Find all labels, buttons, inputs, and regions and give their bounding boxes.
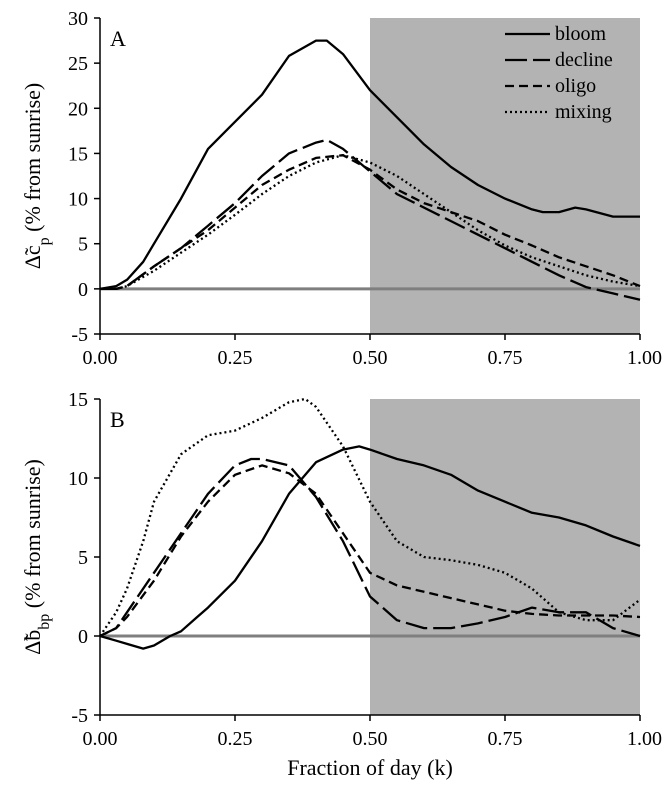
legend-label-decline: decline xyxy=(555,49,613,71)
x-tick-label: 0.25 xyxy=(218,347,253,369)
y-tick-label: -5 xyxy=(71,705,88,727)
series-line-decline xyxy=(99,457,641,638)
x-tick-label: 0.00 xyxy=(83,347,118,369)
legend-label-mixing: mixing xyxy=(555,101,612,123)
y-tick-label: 30 xyxy=(68,8,88,30)
panel-label: A xyxy=(110,26,126,51)
y-tick-label: -5 xyxy=(71,324,88,346)
series-line-mixing xyxy=(100,154,641,291)
x-axis-label: Fraction of day (k) xyxy=(287,755,453,780)
y-tick-label: 5 xyxy=(78,234,88,256)
legend: bloom decline oligo mixing xyxy=(505,23,613,123)
series-line-bloom xyxy=(99,39,640,291)
y-tick-label: 0 xyxy=(78,279,88,301)
x-tick-label: 0.50 xyxy=(353,728,388,750)
x-tick-label: 0.50 xyxy=(353,347,388,369)
y-tick-label: 15 xyxy=(68,143,88,165)
series-line-oligo xyxy=(99,464,641,638)
x-tick-label: 0.75 xyxy=(488,347,523,369)
y-tick-label: 10 xyxy=(68,189,88,211)
series-line-decline xyxy=(100,138,641,301)
y-tick-label: 0 xyxy=(78,626,88,648)
y-axis-label: Δ̃cp (% from sunrise) xyxy=(20,83,53,270)
series-line-mixing xyxy=(99,397,641,637)
night-shading xyxy=(370,18,640,334)
y-tick-label: 10 xyxy=(68,468,88,490)
y-tick-label: 25 xyxy=(68,53,88,75)
x-tick-label: 1.00 xyxy=(627,347,662,369)
y-tick-label: 15 xyxy=(68,389,88,411)
x-tick-label: 0.25 xyxy=(218,728,253,750)
series-line-bloom xyxy=(99,445,641,650)
legend-label-bloom: bloom xyxy=(555,23,607,45)
panel-label: B xyxy=(110,407,125,432)
y-tick-label: 20 xyxy=(68,98,88,120)
y-tick-label: 5 xyxy=(78,547,88,569)
legend-label-oligo: oligo xyxy=(555,75,596,97)
panel-b: -5 0 5 10 15 0.00 0.25 0.50 0.75 1.00 B Δ̃bbp (% fr… xyxy=(20,389,662,750)
x-tick-label: 1.00 xyxy=(627,728,662,750)
x-tick-label: 0.00 xyxy=(83,728,118,750)
night-shading xyxy=(370,399,640,715)
x-tick-label: 0.75 xyxy=(488,728,523,750)
panel-a: -5 0 5 10 15 20 25 30 0.00 0.25 0.50 0.75 1.00 A Δ̃cp … xyxy=(20,8,662,369)
y-axis-label: Δ̃bbp (% from sunrise) xyxy=(20,459,53,655)
series-line-oligo xyxy=(100,154,641,291)
